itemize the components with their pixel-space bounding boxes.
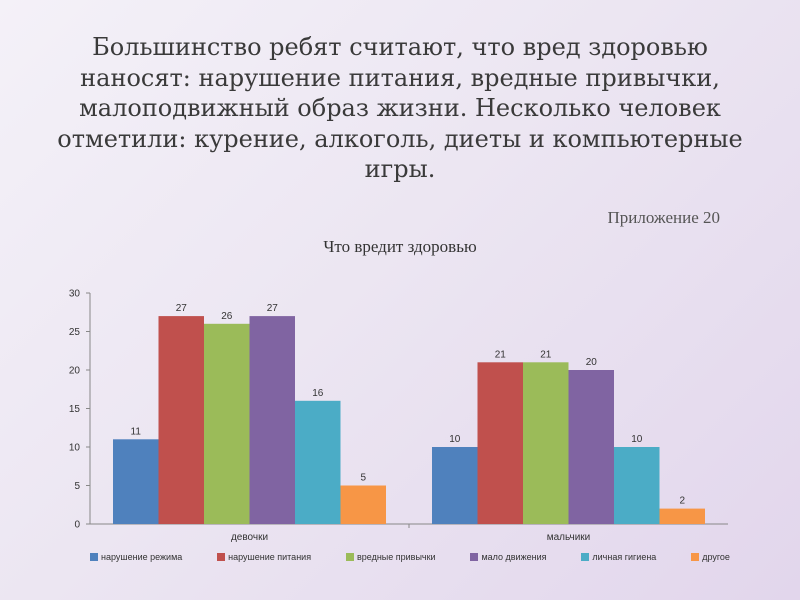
y-tick-label: 0 [74, 520, 80, 531]
bar-value-label: 11 [131, 426, 142, 437]
bar-value-label: 26 [221, 311, 233, 322]
legend-item: личная гигиена [581, 552, 656, 562]
legend-item: вредные привычки [345, 552, 436, 562]
bar [659, 508, 705, 524]
legend-label: другое [702, 552, 730, 562]
legend-item: мало движения [470, 552, 546, 562]
bar-value-label: 5 [360, 473, 366, 484]
legend-label: мало движения [481, 552, 547, 562]
y-tick-label: 15 [69, 404, 81, 415]
legend-item: другое [691, 552, 730, 562]
slide-heading: Большинство ребят считают, что вред здор… [57, 33, 743, 183]
bar-value-label: 2 [679, 496, 685, 507]
bar [432, 447, 478, 524]
bar-value-label: 27 [267, 303, 279, 314]
legend-swatch [691, 553, 700, 561]
bar-value-label: 10 [449, 434, 461, 445]
bar [249, 316, 295, 524]
legend-label: нарушение режима [101, 552, 183, 562]
bar [340, 485, 386, 524]
bar-value-label: 20 [586, 357, 598, 368]
y-tick-label: 25 [69, 327, 81, 338]
legend-label: личная гигиена [592, 552, 657, 562]
legend-swatch [470, 553, 479, 561]
bar [295, 400, 341, 524]
bar-value-label: 27 [176, 303, 188, 314]
bar [477, 362, 523, 524]
bar [523, 362, 569, 524]
x-category-label: мальчики [547, 532, 591, 543]
y-tick-label: 30 [69, 289, 81, 300]
bar [568, 370, 614, 524]
legend-swatch [345, 553, 354, 561]
bar [158, 316, 204, 524]
appendix-label: Приложение 20 [607, 208, 721, 227]
legend-label: вредные привычки [356, 552, 436, 562]
bar [614, 447, 660, 524]
bar [204, 323, 250, 524]
chart-title: Что вредит здоровью [323, 237, 477, 256]
bar-value-label: 16 [312, 388, 324, 399]
bar [113, 439, 159, 524]
legend-label: нарушение питания [228, 552, 312, 562]
y-tick-label: 10 [69, 443, 81, 454]
legend-swatch [90, 553, 98, 561]
y-tick-label: 20 [69, 366, 81, 377]
bar-value-label: 10 [631, 434, 643, 445]
legend-swatch [217, 553, 226, 561]
legend-swatch [581, 553, 590, 561]
legend-item: нарушение режима [90, 552, 182, 562]
x-category-label: девочки [231, 532, 268, 543]
bar-value-label: 21 [540, 349, 552, 360]
bar-value-label: 21 [495, 349, 507, 360]
y-tick-label: 5 [74, 481, 80, 492]
legend-item: нарушение питания [217, 552, 311, 562]
chart-legend: нарушение режима нарушение питания вредные… [90, 552, 730, 562]
